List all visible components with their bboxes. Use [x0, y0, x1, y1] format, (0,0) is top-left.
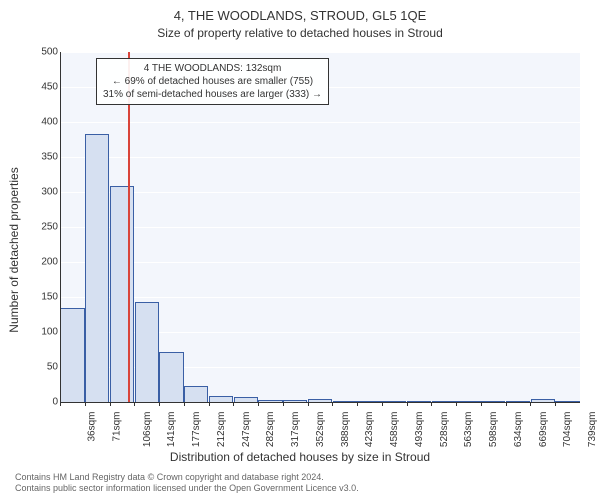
x-tick-label: 141sqm [166, 412, 177, 448]
x-tick-mark [431, 402, 432, 406]
gridline [60, 157, 580, 158]
x-tick-label: 71sqm [111, 412, 122, 442]
y-tick-label: 250 [28, 222, 58, 233]
x-tick-mark [60, 402, 61, 406]
y-tick-label: 150 [28, 292, 58, 303]
x-tick-label: 669sqm [538, 412, 549, 448]
x-tick-mark [506, 402, 507, 406]
annotation-box: 4 THE WOODLANDS: 132sqm← 69% of detached… [96, 58, 329, 105]
x-tick-mark [382, 402, 383, 406]
x-tick-label: 388sqm [340, 412, 351, 448]
gridline [60, 262, 580, 263]
x-tick-mark [308, 402, 309, 406]
x-tick-mark [159, 402, 160, 406]
x-tick-label: 247sqm [241, 412, 252, 448]
histogram-bar [184, 386, 208, 402]
annotation-line: 4 THE WOODLANDS: 132sqm [103, 62, 322, 75]
footer-line-2: Contains public sector information licen… [15, 483, 359, 494]
y-axis-line [60, 52, 61, 402]
chart-title: 4, THE WOODLANDS, STROUD, GL5 1QE [0, 8, 600, 23]
x-tick-label: 317sqm [290, 412, 301, 448]
x-tick-label: 177sqm [191, 412, 202, 448]
x-tick-mark [184, 402, 185, 406]
gridline [60, 122, 580, 123]
histogram-bar [159, 352, 183, 402]
x-tick-label: 493sqm [414, 412, 425, 448]
footer-attribution: Contains HM Land Registry data © Crown c… [15, 472, 359, 495]
x-tick-label: 739sqm [587, 412, 598, 448]
x-tick-mark [134, 402, 135, 406]
x-tick-mark [209, 402, 210, 406]
x-tick-mark [332, 402, 333, 406]
x-tick-mark [481, 402, 482, 406]
x-axis-label: Distribution of detached houses by size … [0, 450, 600, 464]
gridline [60, 52, 580, 53]
histogram-bar [110, 186, 134, 402]
x-tick-mark [357, 402, 358, 406]
x-tick-label: 212sqm [216, 412, 227, 448]
y-tick-label: 350 [28, 152, 58, 163]
plot-area: 4 THE WOODLANDS: 132sqm← 69% of detached… [60, 52, 580, 402]
footer-line-1: Contains HM Land Registry data © Crown c… [15, 472, 359, 483]
chart-subtitle: Size of property relative to detached ho… [0, 26, 600, 40]
y-axis-label: Number of detached properties [7, 167, 21, 332]
y-tick-label: 450 [28, 82, 58, 93]
y-tick-label: 400 [28, 117, 58, 128]
y-tick-label: 50 [28, 362, 58, 373]
histogram-bar [135, 302, 159, 402]
x-axis-ticks: 36sqm 71sqm 106sqm 141sqm 177sqm 212sqm 247sqm… [60, 402, 580, 452]
y-tick-label: 500 [28, 47, 58, 58]
x-tick-label: 106sqm [142, 412, 153, 448]
x-tick-label: 352sqm [315, 412, 326, 448]
x-tick-label: 282sqm [265, 412, 276, 448]
x-tick-label: 563sqm [464, 412, 475, 448]
x-tick-label: 704sqm [563, 412, 574, 448]
annotation-line: ← 69% of detached houses are smaller (75… [103, 75, 322, 88]
y-tick-label: 300 [28, 187, 58, 198]
x-tick-label: 36sqm [87, 412, 98, 442]
annotation-line: 31% of semi-detached houses are larger (… [103, 88, 322, 101]
x-tick-mark [456, 402, 457, 406]
x-tick-mark [283, 402, 284, 406]
x-tick-label: 423sqm [364, 412, 375, 448]
histogram-bar [85, 134, 109, 402]
x-tick-mark [110, 402, 111, 406]
x-tick-label: 634sqm [513, 412, 524, 448]
y-tick-label: 100 [28, 327, 58, 338]
x-tick-label: 598sqm [488, 412, 499, 448]
y-tick-label: 0 [28, 397, 58, 408]
x-tick-label: 458sqm [389, 412, 400, 448]
x-tick-mark [233, 402, 234, 406]
y-axis-ticks: 050100150200250300350400450500 [26, 52, 60, 402]
x-tick-label: 528sqm [439, 412, 450, 448]
x-tick-mark [555, 402, 556, 406]
x-tick-mark [407, 402, 408, 406]
y-tick-label: 200 [28, 257, 58, 268]
gridline [60, 192, 580, 193]
gridline [60, 297, 580, 298]
x-tick-mark [258, 402, 259, 406]
histogram-bar [60, 308, 84, 403]
gridline [60, 227, 580, 228]
x-tick-mark [530, 402, 531, 406]
x-tick-mark [85, 402, 86, 406]
